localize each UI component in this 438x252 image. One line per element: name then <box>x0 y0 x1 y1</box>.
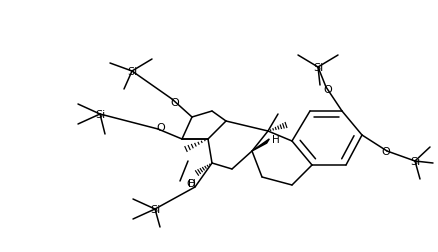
Polygon shape <box>251 139 268 151</box>
Text: O: O <box>156 122 165 133</box>
Text: Si: Si <box>409 156 419 166</box>
Text: O: O <box>381 146 389 156</box>
Text: Si: Si <box>312 63 322 73</box>
Text: H: H <box>188 178 195 188</box>
Text: Si: Si <box>95 110 105 119</box>
Text: Si: Si <box>127 67 137 77</box>
Text: Si: Si <box>149 204 160 214</box>
Text: O: O <box>186 178 195 188</box>
Text: O: O <box>170 98 179 108</box>
Text: H: H <box>272 135 279 144</box>
Text: O: O <box>323 85 332 94</box>
